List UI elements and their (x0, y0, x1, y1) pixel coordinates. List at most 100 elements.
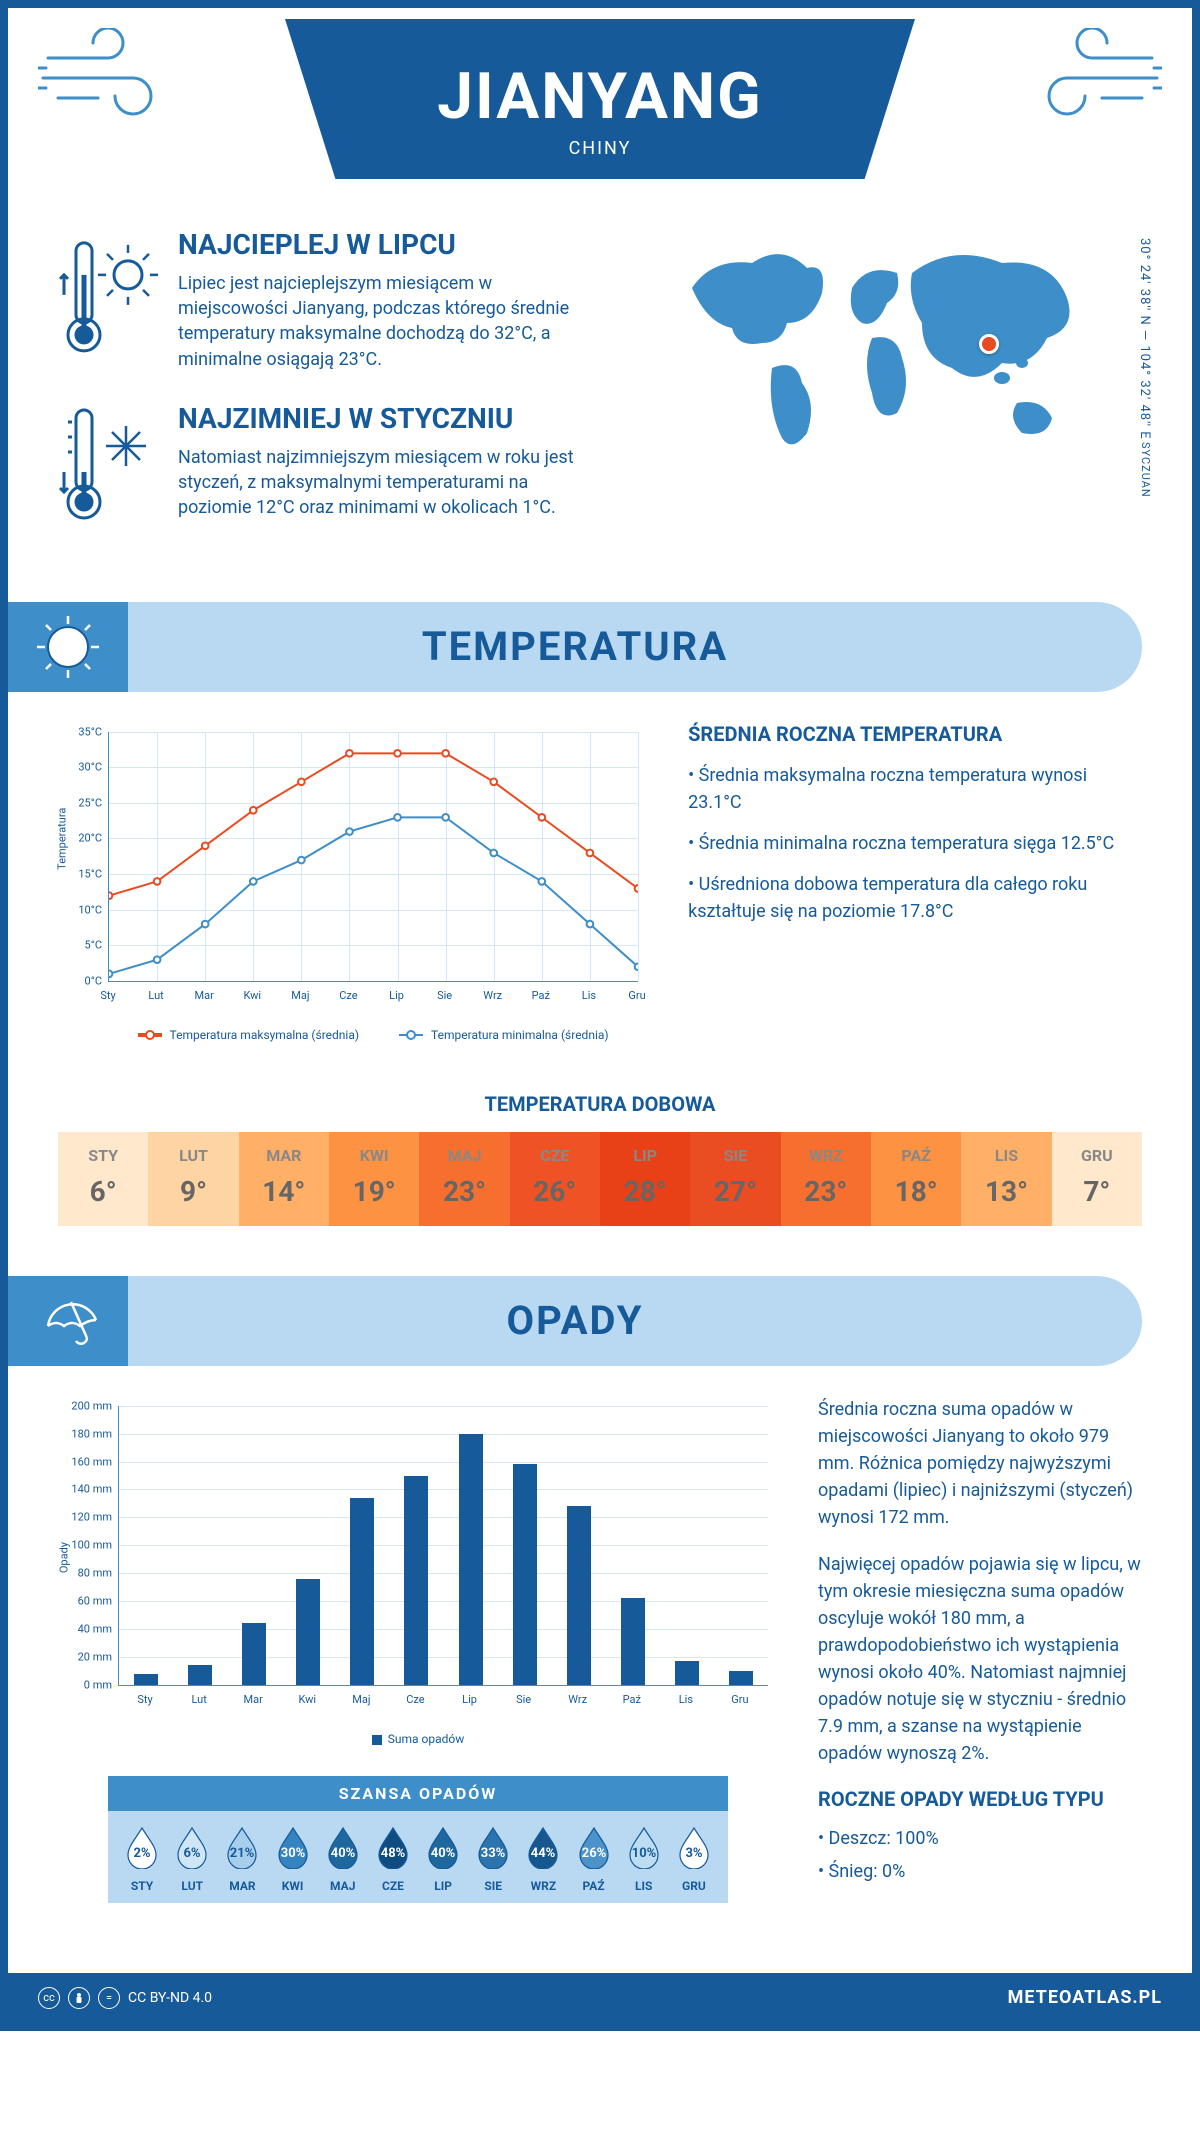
warmest-heading: NAJCIEPLEJ W LIPCU (178, 228, 578, 261)
svg-text:6%: 6% (184, 1846, 201, 1861)
thermometer-snow-icon (58, 402, 158, 532)
line-chart-container: Temperatura Temperatura maksymalna (śred… (58, 722, 648, 1042)
legend-precip: Suma opadów (388, 1732, 465, 1746)
country-subtitle: CHINY (569, 138, 632, 159)
header: JIANYANG CHINY (8, 8, 1192, 198)
daily-cell: LIP28° (600, 1132, 690, 1226)
precip-rain: Deszcz: 100% (818, 1825, 1142, 1852)
precip-bar (675, 1661, 699, 1685)
temp-bullet: Średnia minimalna roczna temperatura się… (688, 830, 1142, 857)
precip-bar (513, 1464, 537, 1684)
svg-text:30%: 30% (280, 1846, 305, 1861)
precip-bar (621, 1598, 645, 1684)
svg-text:48%: 48% (381, 1846, 406, 1861)
license: cc = CC BY-ND 4.0 (38, 1987, 212, 2009)
svg-text:40%: 40% (330, 1846, 355, 1861)
chance-cell: 6%LUT (168, 1825, 216, 1893)
temp-bullet: Uśredniona dobowa temperatura dla całego… (688, 871, 1142, 925)
cc-icon: cc (38, 1987, 60, 2009)
daily-cell: MAR14° (239, 1132, 329, 1226)
precip-chart-row: Opady Suma opadów 0 mm20 mm40 mm60 mm80 … (8, 1396, 1192, 1973)
daily-cell: LUT9° (148, 1132, 238, 1226)
license-text: CC BY-ND 4.0 (128, 1990, 212, 2006)
by-icon (68, 1987, 90, 2009)
daily-cell: LIS13° (961, 1132, 1051, 1226)
umbrella-icon (8, 1276, 128, 1366)
info-section: NAJCIEPLEJ W LIPCU Lipiec jest najcieple… (8, 198, 1192, 602)
precip-p2: Najwięcej opadów pojawia się w lipcu, w … (818, 1551, 1142, 1767)
chance-cell: 3%GRU (670, 1825, 718, 1893)
precip-bar (296, 1579, 320, 1685)
chance-cell: 30%KWI (269, 1825, 317, 1893)
precip-bar (404, 1476, 428, 1685)
bar-chart-container: Opady Suma opadów 0 mm20 mm40 mm60 mm80 … (58, 1396, 778, 1943)
precip-title: OPADY (128, 1297, 1142, 1344)
chance-cell: 10%LIS (620, 1825, 668, 1893)
daily-temp-title: TEMPERATURA DOBOWA (8, 1092, 1192, 1116)
map-area: 30° 24' 38'' N — 104° 32' 48'' E SYCZUAN (662, 228, 1142, 562)
legend-max: Temperatura maksymalna (średnia) (170, 1028, 360, 1042)
precip-section-header: OPADY (8, 1276, 1142, 1366)
svg-text:2%: 2% (134, 1846, 151, 1861)
footer: cc = CC BY-ND 4.0 METEOATLAS.PL (8, 1973, 1192, 2023)
legend-min: Temperatura minimalna (średnia) (431, 1028, 609, 1042)
chance-cell: 40%LIP (419, 1825, 467, 1893)
temperature-summary: ŚREDNIA ROCZNA TEMPERATURA Średnia maksy… (688, 722, 1142, 1042)
chance-cell: 33%SIE (469, 1825, 517, 1893)
coldest-heading: NAJZIMNIEJ W STYCZNIU (178, 402, 578, 435)
info-left: NAJCIEPLEJ W LIPCU Lipiec jest najcieple… (58, 228, 622, 562)
temperature-section-header: TEMPERATURA (8, 602, 1142, 692)
daily-cell: KWI19° (329, 1132, 419, 1226)
coldest-body: Natomiast najzimniejszym miesiącem w rok… (178, 445, 578, 521)
daily-cell: SIE27° (690, 1132, 780, 1226)
temperature-title: TEMPERATURA (128, 623, 1142, 670)
precip-p1: Średnia roczna suma opadów w miejscowośc… (818, 1396, 1142, 1531)
chance-cell: 44%WRZ (519, 1825, 567, 1893)
chance-cell: 26%PAŹ (570, 1825, 618, 1893)
warmest-block: NAJCIEPLEJ W LIPCU Lipiec jest najcieple… (58, 228, 622, 372)
daily-cell: GRU7° (1052, 1132, 1142, 1226)
chance-cell: 21%MAR (218, 1825, 266, 1893)
svg-text:33%: 33% (481, 1846, 506, 1861)
coldest-block: NAJZIMNIEJ W STYCZNIU Natomiast najzimni… (58, 402, 622, 532)
title-banner: JIANYANG CHINY (285, 19, 915, 179)
wind-icon (1012, 28, 1162, 118)
temp-bullet: Średnia maksymalna roczna temperatura wy… (688, 762, 1142, 816)
precip-bar (242, 1623, 266, 1684)
svg-text:3%: 3% (685, 1846, 702, 1861)
daily-temp-table: STY6°LUT9°MAR14°KWI19°MAJ23°CZE26°LIP28°… (58, 1132, 1142, 1226)
precip-snow: Śnieg: 0% (818, 1858, 1142, 1885)
chance-cell: 48%CZE (369, 1825, 417, 1893)
location-marker (979, 334, 999, 354)
nd-icon: = (98, 1987, 120, 2009)
svg-text:26%: 26% (581, 1846, 606, 1861)
daily-cell: STY6° (58, 1132, 148, 1226)
chance-cell: 40%MAJ (319, 1825, 367, 1893)
brand: METEOATLAS.PL (1008, 1987, 1162, 2008)
daily-cell: CZE26° (510, 1132, 600, 1226)
precip-bar (459, 1434, 483, 1685)
precip-bar (567, 1506, 591, 1685)
daily-cell: WRZ23° (781, 1132, 871, 1226)
wind-icon (38, 28, 188, 118)
temperature-chart-row: Temperatura Temperatura maksymalna (śred… (8, 722, 1192, 1072)
chance-title: SZANSA OPADÓW (108, 1776, 728, 1811)
chance-cell: 2%STY (118, 1825, 166, 1893)
thermometer-sun-icon (58, 228, 158, 372)
page: JIANYANG CHINY (0, 0, 1200, 2031)
svg-text:40%: 40% (431, 1846, 456, 1861)
precip-bar (729, 1671, 753, 1685)
svg-text:21%: 21% (230, 1846, 255, 1861)
precip-bar (134, 1674, 158, 1685)
svg-text:10%: 10% (631, 1846, 656, 1861)
precip-type-heading: ROCZNE OPADY WEDŁUG TYPU (818, 1787, 1142, 1811)
city-title: JIANYANG (437, 59, 763, 134)
precip-bar-chart: Opady Suma opadów 0 mm20 mm40 mm60 mm80 … (58, 1396, 778, 1756)
daily-cell: PAŹ18° (871, 1132, 961, 1226)
coordinates: 30° 24' 38'' N — 104° 32' 48'' E (1137, 238, 1152, 440)
svg-text:44%: 44% (531, 1846, 556, 1861)
precip-bar (350, 1498, 374, 1685)
chance-box: SZANSA OPADÓW 2%STY6%LUT21%MAR30%KWI40%M… (108, 1776, 728, 1903)
precip-bar (188, 1665, 212, 1685)
precip-type: ROCZNE OPADY WEDŁUG TYPU Deszcz: 100% Śn… (818, 1787, 1142, 1885)
